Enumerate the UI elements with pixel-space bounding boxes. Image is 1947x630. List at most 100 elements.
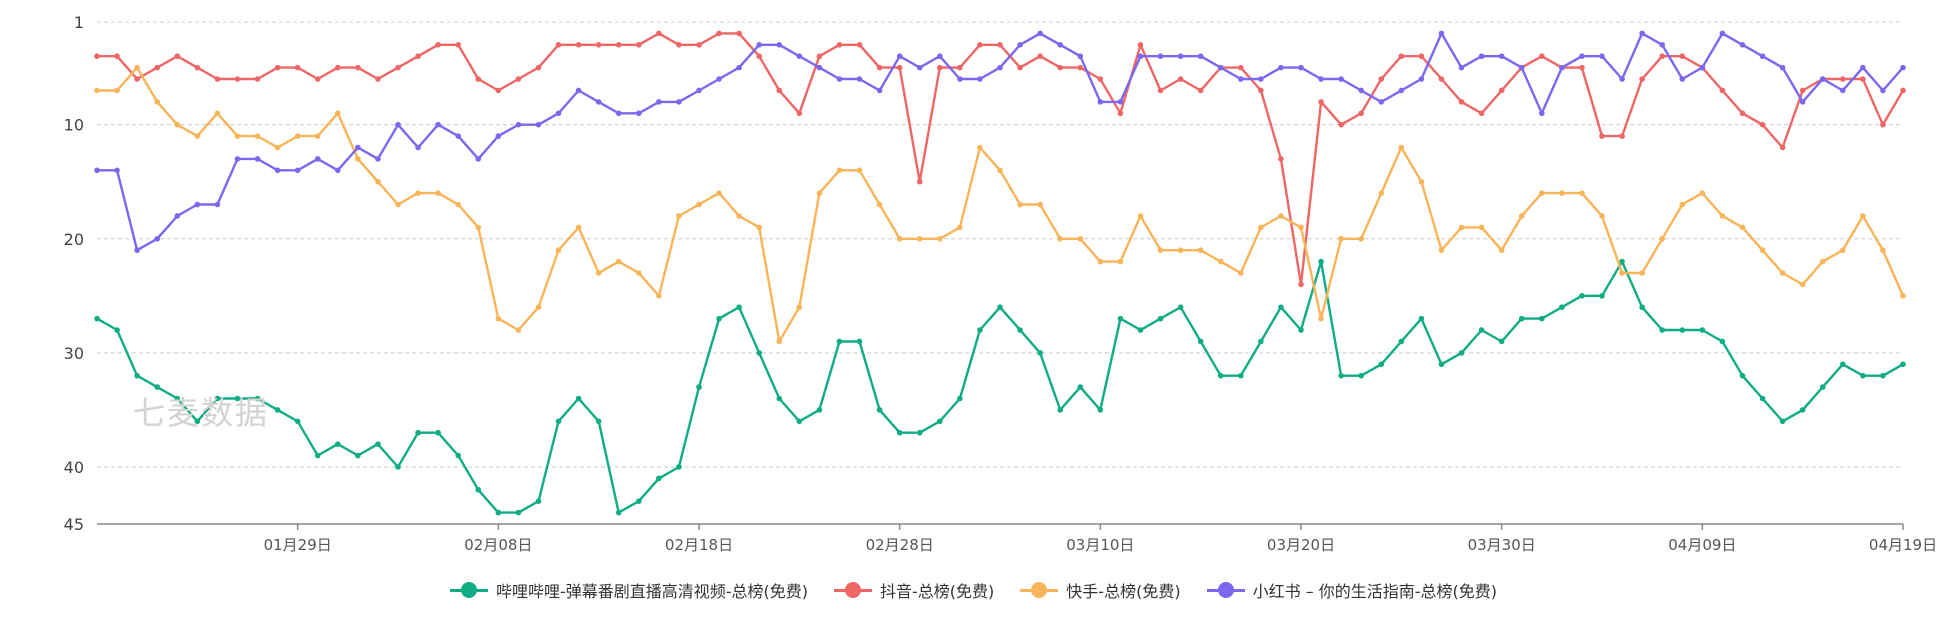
x-tick-label: 02月28日 (866, 536, 934, 554)
data-point (1378, 99, 1385, 105)
data-point (1518, 64, 1525, 71)
data-point (194, 201, 201, 208)
data-point (335, 64, 341, 71)
legend-swatch-icon (834, 581, 873, 599)
data-point (1117, 315, 1124, 322)
data-point (1579, 293, 1585, 299)
legend-item[interactable]: 抖音-总榜(免费) (834, 578, 994, 602)
data-point (1599, 213, 1605, 219)
data-point (656, 293, 662, 299)
data-point (114, 327, 120, 333)
data-point (816, 53, 823, 60)
data-point (314, 76, 321, 82)
data-point (1298, 281, 1304, 288)
data-point (1659, 53, 1665, 60)
data-point (997, 64, 1003, 71)
data-point (1418, 76, 1425, 82)
data-point (1057, 42, 1063, 48)
data-point (716, 76, 722, 82)
data-point (294, 133, 301, 139)
data-point (836, 338, 843, 345)
data-point (997, 42, 1003, 48)
data-point (1840, 76, 1846, 82)
data-point (656, 30, 662, 37)
data-point (937, 418, 943, 425)
legend-swatch-icon (449, 581, 488, 599)
data-point (1157, 87, 1164, 94)
data-point (1318, 99, 1324, 105)
data-point (1719, 213, 1726, 219)
data-point (1338, 121, 1344, 128)
data-point (1539, 190, 1545, 196)
data-point (314, 452, 321, 459)
data-point (1157, 247, 1164, 253)
data-point (1900, 87, 1906, 94)
data-point (274, 407, 281, 413)
data-point (1840, 361, 1846, 368)
data-point (1719, 30, 1726, 37)
data-point (1278, 64, 1284, 71)
data-point (1238, 372, 1244, 379)
data-point (1659, 327, 1665, 333)
data-point (555, 247, 562, 253)
data-point (636, 42, 642, 48)
data-point (896, 53, 903, 60)
data-point (1458, 64, 1465, 71)
legend-swatch-icon (1020, 581, 1059, 599)
data-point (1298, 64, 1304, 71)
data-point (816, 190, 823, 196)
data-point (1258, 224, 1264, 231)
data-point (796, 418, 803, 425)
data-point (615, 42, 622, 48)
data-point (395, 201, 401, 208)
data-point (1197, 53, 1204, 60)
data-point (1518, 315, 1525, 322)
x-tick-label: 01月29日 (264, 536, 332, 554)
legend-item[interactable]: 快手-总榜(免费) (1020, 578, 1181, 602)
data-point (234, 156, 241, 162)
data-point (254, 156, 261, 162)
data-point (696, 87, 702, 94)
data-point (1779, 64, 1786, 71)
data-point (977, 76, 983, 82)
data-point (1759, 121, 1766, 128)
data-point (1860, 76, 1866, 82)
data-point (1177, 247, 1184, 253)
data-point (1217, 372, 1224, 379)
data-point (1880, 121, 1886, 128)
data-point (1157, 315, 1164, 322)
data-point (876, 87, 883, 94)
data-point (1579, 53, 1585, 60)
data-point (174, 53, 181, 60)
data-point (1900, 361, 1906, 368)
data-point (455, 452, 462, 459)
data-point (375, 76, 381, 82)
data-point (415, 190, 421, 196)
data-point (1318, 258, 1324, 265)
data-point (1057, 64, 1063, 71)
data-point (194, 418, 201, 425)
data-point (1900, 293, 1906, 299)
data-point (1840, 247, 1846, 253)
data-point (1779, 270, 1786, 276)
chart-legend: 哔哩哔哩-弹幕番剧直播高清视频-总榜(免费) 抖音-总榜(免费) 快手-总榜(免费)… (0, 578, 1947, 602)
data-point (1719, 87, 1726, 94)
data-point (294, 64, 301, 71)
data-point (1318, 76, 1324, 82)
data-point (615, 258, 622, 265)
y-tick-label: 1 (74, 13, 84, 32)
data-point (716, 190, 722, 196)
data-point (555, 42, 562, 48)
legend-item[interactable]: 哔哩哔哩-弹幕番剧直播高清视频-总榜(免费) (449, 578, 808, 602)
data-point (515, 121, 522, 128)
data-point (977, 42, 983, 48)
data-point (937, 53, 943, 60)
data-point (194, 133, 201, 139)
data-point (595, 270, 602, 276)
data-point (937, 64, 943, 71)
data-point (1137, 53, 1144, 60)
data-point (535, 304, 542, 311)
legend-item[interactable]: 小红书 – 你的生活指南-总榜(免费) (1206, 578, 1497, 602)
data-point (796, 110, 803, 117)
data-point (736, 213, 742, 219)
